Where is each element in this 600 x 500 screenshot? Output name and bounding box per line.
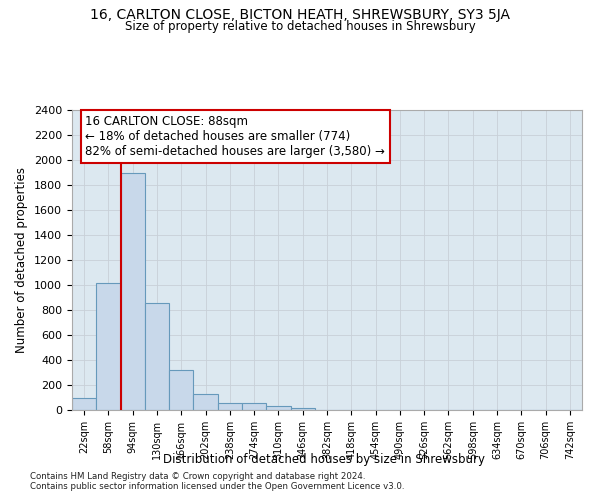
Bar xyxy=(96,282,121,410)
Bar xyxy=(145,303,169,410)
Text: Contains public sector information licensed under the Open Government Licence v3: Contains public sector information licen… xyxy=(30,482,404,491)
Bar xyxy=(121,172,145,410)
Text: Size of property relative to detached houses in Shrewsbury: Size of property relative to detached ho… xyxy=(125,20,475,33)
Text: 16, CARLTON CLOSE, BICTON HEATH, SHREWSBURY, SY3 5JA: 16, CARLTON CLOSE, BICTON HEATH, SHREWSB… xyxy=(90,8,510,22)
Text: Contains HM Land Registry data © Crown copyright and database right 2024.: Contains HM Land Registry data © Crown c… xyxy=(30,472,365,481)
Y-axis label: Number of detached properties: Number of detached properties xyxy=(16,167,28,353)
Bar xyxy=(72,398,96,410)
Bar xyxy=(218,402,242,410)
Bar xyxy=(193,394,218,410)
Text: Distribution of detached houses by size in Shrewsbury: Distribution of detached houses by size … xyxy=(163,454,485,466)
Bar xyxy=(169,370,193,410)
Bar xyxy=(266,406,290,410)
Bar xyxy=(242,403,266,410)
Text: 16 CARLTON CLOSE: 88sqm
← 18% of detached houses are smaller (774)
82% of semi-d: 16 CARLTON CLOSE: 88sqm ← 18% of detache… xyxy=(85,115,385,158)
Bar xyxy=(290,408,315,410)
